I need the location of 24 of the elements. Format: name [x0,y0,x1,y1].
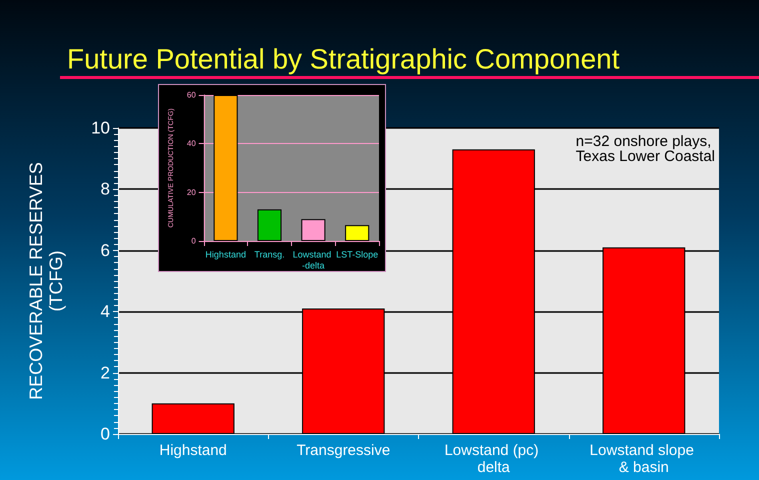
x-tick-label: Lowstand -delta [292,250,334,270]
x-tick-label: Highstand [205,250,246,260]
x-tick-label: LST-Slope [336,250,378,260]
y-tick-label: 40 [186,139,196,148]
y-tick-label: 6 [100,240,110,260]
bar [345,225,370,241]
y-tick-label: 4 [100,302,110,322]
annotation: n=32 onshore plays, Texas Lower Coastal [576,133,715,165]
x-tick-label: Transg. [254,250,285,260]
y-tick-label: 0 [191,236,196,246]
x-tick-label: Highstand [159,442,227,459]
y-tick-label: 10 [91,118,110,138]
x-tick-label: Lowstand (pc) delta [444,442,543,476]
y-tick-label: 0 [100,424,110,444]
bar [257,209,282,241]
x-tick-label: Transgressive [296,442,390,459]
y-tick-label: 20 [186,188,196,197]
x-tick-label: Lowstand slope & basin [590,442,698,476]
bar [214,95,238,241]
chart-title: Future Potential by Stratigraphic Component [67,44,620,74]
y-axis-title: RECOVERABLE RESERVES (TCFG) [26,162,66,400]
y-tick-label: 60 [186,90,196,100]
y-tick-label: 8 [100,180,110,199]
y-tick-label: 2 [100,363,110,382]
